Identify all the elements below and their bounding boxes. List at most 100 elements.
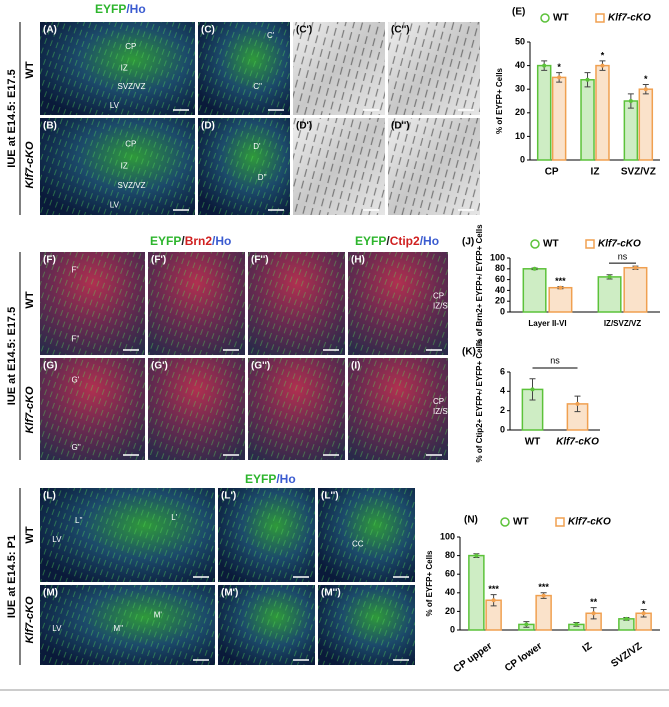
stain-name: /Ho bbox=[276, 472, 295, 486]
y-tick-label: 40 bbox=[495, 285, 505, 295]
panel-label: (G') bbox=[151, 361, 168, 372]
texture bbox=[318, 585, 415, 665]
y-tick-label: 40 bbox=[445, 587, 455, 597]
bar bbox=[638, 88, 654, 161]
point bbox=[532, 266, 537, 271]
point bbox=[641, 611, 646, 616]
legend-label: WT bbox=[543, 239, 559, 250]
bar bbox=[551, 76, 567, 161]
stain-name: Brn2 bbox=[185, 234, 213, 248]
panel-label: (C) bbox=[201, 25, 215, 36]
region-label: IZ bbox=[121, 162, 128, 171]
bar bbox=[580, 79, 595, 161]
point bbox=[542, 63, 547, 68]
region-label: SVZ/VZ bbox=[118, 181, 146, 190]
x-tick-label: SVZ/VZ bbox=[609, 641, 644, 670]
legend-label: Klf7-cKO bbox=[608, 13, 651, 24]
bar bbox=[536, 64, 552, 161]
point bbox=[474, 553, 479, 558]
legend-swatch bbox=[530, 239, 540, 249]
bar bbox=[468, 554, 485, 631]
panel-label: (J) bbox=[462, 237, 474, 248]
legend-swatch bbox=[500, 517, 510, 527]
genotype-label: WT bbox=[24, 526, 36, 543]
stain-header: EYFP/Brn2/Ho bbox=[150, 234, 231, 248]
panel-label: (G) bbox=[43, 361, 57, 372]
panel-label: (A) bbox=[43, 25, 57, 36]
point bbox=[628, 99, 633, 103]
region-label: G'' bbox=[72, 443, 82, 452]
genotype-label: Klf7-cKO bbox=[24, 141, 36, 189]
texture bbox=[248, 358, 345, 460]
bar bbox=[623, 266, 648, 313]
point bbox=[491, 598, 496, 603]
stain-name: EYFP bbox=[245, 472, 276, 486]
texture bbox=[40, 118, 195, 215]
y-tick-label: 0 bbox=[450, 624, 455, 634]
bar bbox=[623, 100, 639, 161]
panel-label: (L') bbox=[221, 491, 236, 502]
x-tick-label: SVZ/VZ bbox=[621, 167, 656, 178]
texture bbox=[293, 118, 385, 215]
point bbox=[643, 87, 648, 92]
region-label: LV bbox=[52, 535, 62, 544]
panel-label: (M) bbox=[43, 588, 58, 599]
legend-label: Klf7-cKO bbox=[598, 239, 641, 250]
y-tick-label: 20 bbox=[515, 107, 525, 117]
bar bbox=[535, 594, 552, 631]
y-tick-label: 0 bbox=[520, 154, 525, 164]
region-label: LV bbox=[110, 101, 120, 110]
region-label: M' bbox=[154, 611, 163, 620]
y-tick-label: 10 bbox=[515, 131, 525, 141]
texture bbox=[148, 358, 245, 460]
region-label: CP bbox=[125, 42, 136, 51]
panel-label: (C'') bbox=[391, 25, 410, 36]
y-axis-label: % of EYFP+ Cells bbox=[425, 550, 434, 617]
texture bbox=[148, 252, 245, 355]
bar bbox=[522, 268, 547, 313]
legend-swatch bbox=[540, 13, 550, 23]
point bbox=[541, 593, 546, 598]
bar bbox=[595, 64, 610, 161]
point bbox=[607, 274, 612, 279]
legend-label: WT bbox=[553, 13, 569, 24]
x-tick-label: CP bbox=[545, 167, 559, 178]
y-tick-label: 100 bbox=[440, 531, 455, 541]
stain-name: / bbox=[386, 234, 390, 248]
texture bbox=[388, 22, 480, 115]
significance: * bbox=[557, 62, 561, 72]
panel-label: (M') bbox=[221, 588, 238, 599]
point bbox=[557, 75, 562, 80]
significance: * bbox=[644, 74, 648, 84]
texture bbox=[40, 585, 215, 665]
region-label: C' bbox=[267, 31, 275, 40]
genotype-label: WT bbox=[24, 61, 36, 78]
stain-name: EYFP bbox=[150, 234, 181, 248]
region-label: L' bbox=[171, 513, 177, 522]
y-tick-label: 40 bbox=[515, 60, 525, 70]
region-label: LV bbox=[52, 624, 62, 633]
region-label: F'' bbox=[72, 335, 80, 344]
panel-label: (K) bbox=[462, 347, 476, 358]
panel-label: (H) bbox=[351, 255, 365, 266]
condition-label: IUE at E14.5: E17.5 bbox=[6, 69, 18, 167]
y-axis-label: % of Ctip2+ EYFP+/ EYFP+ Cells bbox=[475, 339, 484, 462]
significance: *** bbox=[555, 276, 566, 286]
texture bbox=[293, 22, 385, 115]
panel-label: (E) bbox=[512, 7, 525, 18]
stain-name: / bbox=[181, 234, 185, 248]
panel-label: (D) bbox=[201, 121, 215, 132]
y-tick-label: 50 bbox=[515, 36, 525, 46]
panel-label: (B) bbox=[43, 121, 57, 132]
y-tick-label: 20 bbox=[445, 606, 455, 616]
x-tick-label: IZ bbox=[591, 167, 600, 178]
y-tick-label: 6 bbox=[500, 366, 505, 376]
region-label: C'' bbox=[253, 82, 262, 91]
panel-label: (I) bbox=[351, 361, 360, 372]
stain-header: EYFP/Ho bbox=[245, 472, 296, 486]
stain-header: EYFP/Ctip2/Ho bbox=[355, 234, 439, 248]
significance: * bbox=[601, 50, 605, 60]
texture bbox=[40, 252, 145, 355]
x-tick-label: Layer II-VI bbox=[528, 319, 566, 328]
panel-label: (C') bbox=[296, 25, 312, 36]
